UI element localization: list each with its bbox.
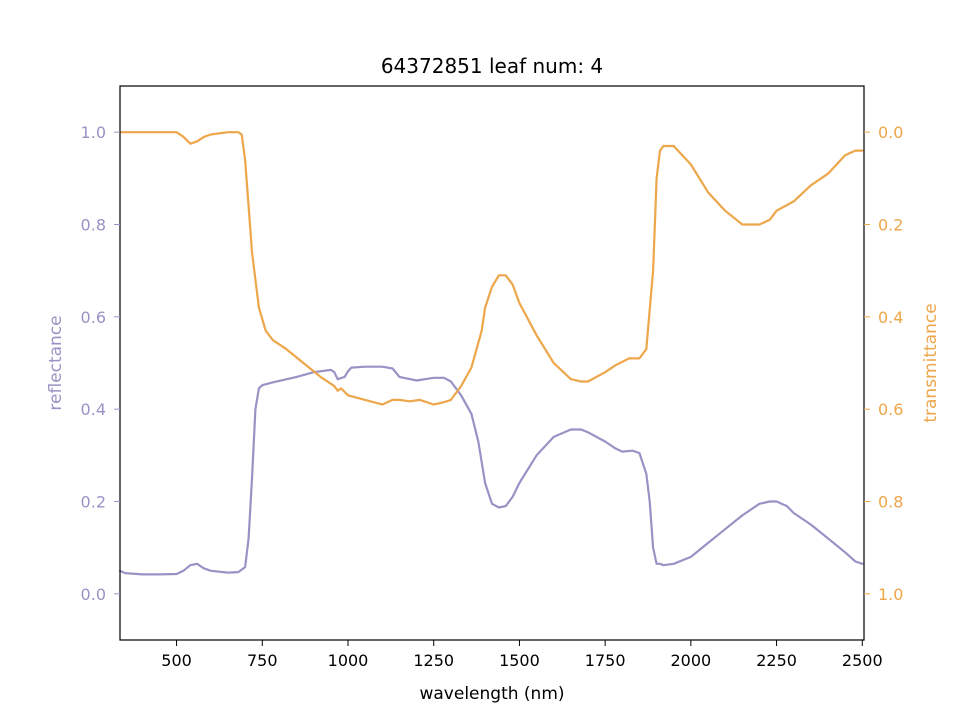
transmittance-line [118,131,864,406]
plot-layer [118,131,864,576]
y-left-tick-label: 0.0 [81,585,106,604]
y-left-tick-label: 0.4 [81,400,106,419]
chart-title: 64372851 leaf num: 4 [381,54,603,78]
y-axis-right: 0.0 0.2 0.4 0.6 0.8 1.0 [864,123,903,604]
x-tick-label: 1500 [499,651,540,670]
x-tick-label: 2000 [670,651,711,670]
x-axis: 500 750 1000 1250 1500 1750 2000 2250 2500 [161,640,883,670]
x-tick-label: 1750 [585,651,626,670]
y-right-tick-label: 1.0 [878,585,903,604]
y-right-tick-label: 0.8 [878,493,903,512]
y-left-tick-label: 0.2 [81,493,106,512]
y-right-tick-label: 0.0 [878,123,903,142]
x-tick-label: 2500 [842,651,883,670]
x-axis-label: wavelength (nm) [419,684,564,704]
plot-frame [119,85,865,641]
x-tick-label: 1250 [413,651,454,670]
y-left-tick-label: 0.8 [81,216,106,235]
y-right-tick-label: 0.6 [878,400,903,419]
y-right-tick-label: 0.4 [878,308,903,327]
x-tick-label: 1000 [328,651,369,670]
y-axis-right-label: transmittance [921,303,941,422]
y-axis-left-label: reflectance [46,315,66,410]
y-left-tick-label: 1.0 [81,123,106,142]
reflectance-line [118,365,864,576]
x-tick-label: 750 [247,651,278,670]
y-axis-left: 0.0 0.2 0.4 0.6 0.8 1.0 [81,123,120,604]
y-right-tick-label: 0.2 [878,216,903,235]
x-tick-label: 500 [161,651,192,670]
y-left-tick-label: 0.6 [81,308,106,327]
x-tick-label: 2250 [756,651,797,670]
